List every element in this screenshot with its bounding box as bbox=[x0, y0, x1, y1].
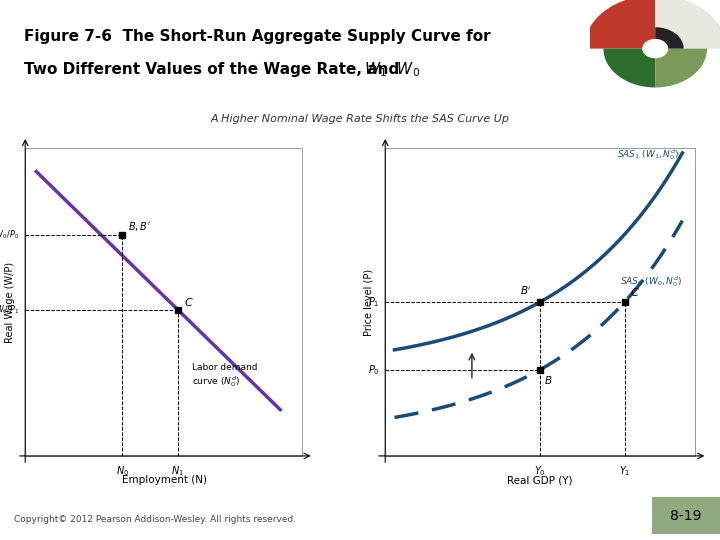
Bar bbox=[652, 497, 720, 534]
Text: Two Different Values of the Wage Rate, and: Two Different Values of the Wage Rate, a… bbox=[24, 63, 404, 77]
Text: Employment (N): Employment (N) bbox=[122, 476, 207, 485]
Text: $W_1/P_1$=$W_0/P_0$: $W_1/P_1$=$W_0/P_0$ bbox=[0, 228, 19, 241]
Text: $W_0/P_1$: $W_0/P_1$ bbox=[0, 303, 19, 316]
Text: Real Wage (W/P): Real Wage (W/P) bbox=[5, 261, 15, 343]
Text: $SAS_0$ $(W_0, N_0^d)$: $SAS_0$ $(W_0, N_0^d)$ bbox=[620, 274, 683, 288]
Bar bbox=[385, 148, 695, 456]
Text: $C$: $C$ bbox=[184, 295, 194, 308]
Text: $B, B'$: $B, B'$ bbox=[128, 220, 151, 233]
Text: $N_0$: $N_0$ bbox=[116, 464, 129, 478]
Wedge shape bbox=[655, 0, 720, 49]
Text: $Y_1$: $Y_1$ bbox=[618, 464, 630, 478]
Text: $Y_0$: $Y_0$ bbox=[534, 464, 546, 478]
Circle shape bbox=[642, 39, 668, 58]
Wedge shape bbox=[655, 27, 684, 49]
Text: $P_1$: $P_1$ bbox=[368, 295, 379, 309]
Text: Copyright© 2012 Pearson Addison-Wesley. All rights reserved.: Copyright© 2012 Pearson Addison-Wesley. … bbox=[14, 515, 297, 524]
Text: Figure 7-6  The Short-Run Aggregate Supply Curve for: Figure 7-6 The Short-Run Aggregate Suppl… bbox=[24, 30, 490, 44]
Text: $C$: $C$ bbox=[629, 286, 639, 298]
Text: $N_1$: $N_1$ bbox=[171, 464, 184, 478]
Text: A Higher Nominal Wage Rate Shifts the SAS Curve Up: A Higher Nominal Wage Rate Shifts the SA… bbox=[210, 114, 510, 124]
Text: Real GDP (Y): Real GDP (Y) bbox=[508, 476, 572, 485]
Text: Labor demand
curve ($N_0^d$): Labor demand curve ($N_0^d$) bbox=[192, 363, 257, 389]
Text: Price level (P): Price level (P) bbox=[364, 268, 374, 336]
Wedge shape bbox=[655, 49, 707, 87]
Text: $SAS_1$ $(W_1, N_0^d)$: $SAS_1$ $(W_1, N_0^d)$ bbox=[617, 147, 679, 161]
Text: 8-19: 8-19 bbox=[670, 509, 701, 523]
Text: $P_0$: $P_0$ bbox=[368, 363, 379, 376]
Wedge shape bbox=[603, 49, 655, 87]
Text: $B'$: $B'$ bbox=[520, 285, 531, 298]
Wedge shape bbox=[584, 0, 655, 49]
Text: $W_1$  $W_0$: $W_1$ $W_0$ bbox=[364, 60, 420, 79]
Bar bbox=[25, 148, 302, 456]
Text: $B$: $B$ bbox=[544, 374, 553, 386]
